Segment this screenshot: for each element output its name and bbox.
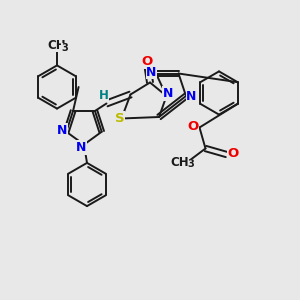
Text: S: S (115, 112, 125, 125)
Text: 3: 3 (188, 159, 194, 170)
Text: N: N (146, 65, 157, 79)
Text: O: O (187, 119, 199, 133)
Text: H: H (99, 88, 108, 102)
Text: CH: CH (171, 155, 189, 169)
Text: N: N (186, 89, 197, 103)
Text: 3: 3 (61, 43, 68, 53)
Text: CH: CH (48, 39, 66, 52)
Text: O: O (227, 146, 239, 160)
Text: O: O (141, 55, 153, 68)
Text: N: N (76, 141, 86, 154)
Text: N: N (163, 87, 173, 100)
Text: N: N (57, 124, 67, 137)
